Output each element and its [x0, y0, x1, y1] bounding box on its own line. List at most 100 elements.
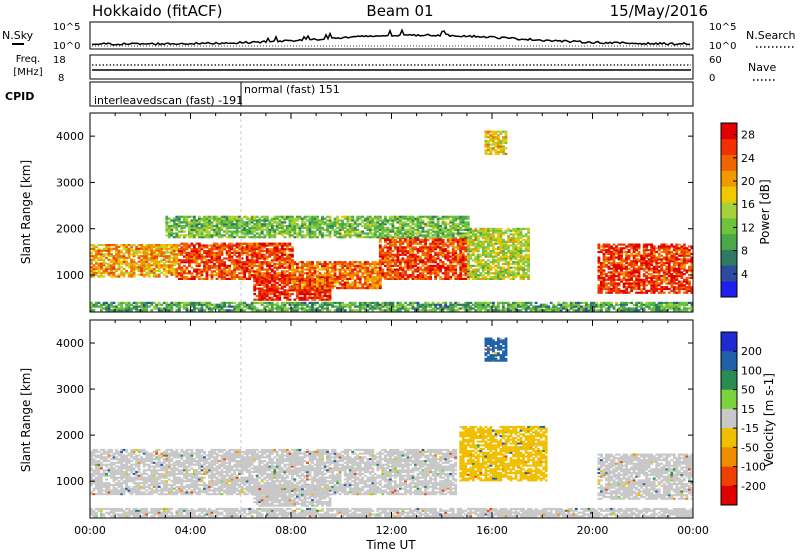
power-cell [308, 225, 312, 228]
power-cell [381, 301, 385, 304]
power-cell [502, 250, 505, 253]
power-cell [487, 255, 490, 258]
power-cell [117, 307, 121, 310]
power-cell [507, 262, 510, 266]
power-cell [105, 305, 108, 308]
power-cell [275, 272, 279, 275]
power-cell [469, 307, 473, 310]
power-cell [424, 257, 427, 260]
power-cell [198, 219, 201, 222]
power-cell [203, 268, 206, 271]
power-cell [157, 264, 161, 267]
power-cell [243, 262, 247, 266]
power-cell [366, 301, 370, 304]
power-cell [248, 226, 252, 229]
power-cell [195, 230, 199, 233]
power-cell [424, 253, 427, 256]
power-cell [439, 275, 442, 279]
power-cell [205, 253, 209, 256]
power-cell [205, 305, 209, 308]
power-cell [323, 293, 327, 296]
power-cell [243, 236, 247, 239]
power-cell [117, 266, 121, 269]
power-cell [255, 309, 259, 312]
power-cell [318, 228, 322, 231]
power-cell [409, 303, 412, 306]
power-cell [348, 232, 352, 235]
power-cell [436, 255, 440, 258]
power-cell [481, 268, 485, 271]
power-cell [190, 257, 194, 260]
power-cell [401, 266, 405, 269]
power-cell [198, 275, 201, 279]
power-cell [208, 236, 211, 239]
power-cell [263, 236, 267, 239]
power-cell [522, 262, 525, 266]
power-cell [255, 215, 259, 218]
power-cell [399, 268, 402, 271]
power-cell [218, 257, 221, 260]
power-cell [389, 251, 392, 254]
power-cell [250, 307, 254, 310]
power-cell [373, 230, 377, 233]
power-cell [306, 262, 309, 266]
power-cell [223, 270, 226, 273]
power-cell [542, 305, 545, 308]
power-cell [293, 217, 297, 220]
power-cell [492, 255, 495, 258]
power-cell [494, 242, 498, 245]
power-cell [479, 255, 483, 258]
power-cell [283, 305, 287, 308]
power-cell [313, 230, 317, 233]
power-cell [112, 256, 116, 260]
power-cell [286, 261, 289, 264]
power-cell [539, 307, 543, 310]
power-cell [218, 221, 221, 224]
power-cell [363, 262, 367, 266]
power-cell [130, 244, 133, 247]
power-cell [283, 253, 287, 256]
power-cell [487, 303, 490, 306]
power-cell [275, 257, 279, 260]
power-cell [112, 244, 116, 247]
power-cell [371, 305, 375, 308]
power-cell [378, 238, 382, 242]
power-cell [301, 226, 304, 229]
power-cell [273, 276, 277, 279]
power-cell [459, 253, 463, 256]
power-cell [474, 242, 478, 245]
power-cell [218, 234, 221, 237]
power-cell [376, 236, 380, 239]
power-cell [220, 274, 224, 277]
power-cell [280, 262, 284, 266]
power-cell [476, 274, 480, 277]
power-cell [399, 261, 402, 264]
power-cell [250, 274, 254, 277]
power-cell [507, 244, 510, 247]
power-cell [499, 274, 503, 277]
power-cell [92, 303, 96, 306]
power-cell [343, 215, 347, 218]
power-cell [248, 272, 252, 275]
power-cell [308, 291, 312, 294]
power-cell [306, 287, 309, 290]
power-cell [273, 257, 277, 260]
power-cell [353, 303, 357, 306]
power-cell [386, 257, 390, 260]
power-cell [311, 303, 314, 306]
power-cell [454, 275, 458, 279]
power-cell [386, 261, 390, 264]
power-cell [358, 287, 362, 290]
noise-left-tick-bottom: 10^0 [53, 41, 80, 52]
power-cell [333, 223, 337, 226]
power-cell [198, 250, 201, 253]
noise-left-tick-top: 10^5 [53, 22, 80, 33]
power-cell [504, 259, 508, 262]
power-cell [223, 274, 226, 277]
power-cell [255, 228, 259, 231]
power-cell [509, 277, 513, 280]
power-cell [278, 266, 282, 269]
power-cell [600, 309, 603, 312]
power-cell [630, 307, 633, 310]
power-cell [675, 303, 679, 306]
